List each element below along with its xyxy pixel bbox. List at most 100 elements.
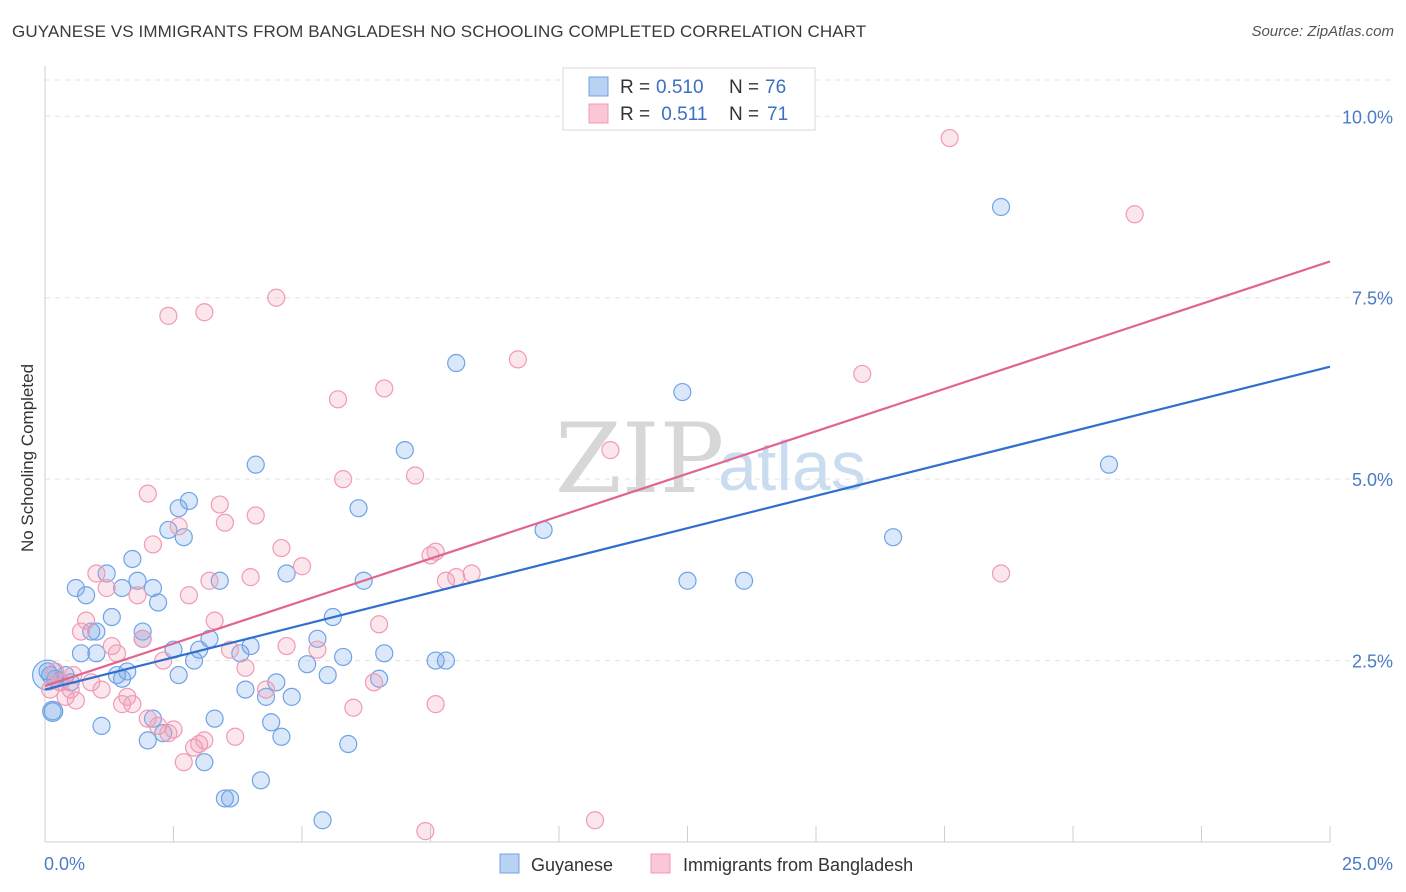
guyanese-point-73: [991, 197, 1011, 217]
y-axis-label: No Schooling Completed: [18, 364, 37, 552]
bangladesh-point-54: [405, 466, 425, 485]
guyanese-point-63: [375, 644, 394, 663]
guyanese-point-60: [349, 499, 368, 518]
bangladesh-point-11: [92, 680, 111, 699]
guyanese-point-70: [678, 571, 697, 590]
guyanese-point-48: [262, 713, 281, 732]
bangladesh-point-40: [241, 568, 260, 587]
guyanese-point-58: [334, 647, 353, 667]
legend-n-label-2: N =: [729, 104, 759, 125]
legend-r-label-2: R =: [620, 104, 650, 125]
bangladesh-point-50: [344, 698, 363, 717]
bottom-legend-swatch-bangladesh: [650, 853, 671, 874]
bangladesh-point-35: [210, 495, 229, 514]
guyanese-point-26: [148, 593, 168, 612]
guyanese-point-19: [123, 549, 142, 569]
y-tick-label-0: 2.5%: [1352, 652, 1393, 672]
x-tick-label-0: 0.0%: [44, 854, 85, 874]
bangladesh-point-69: [195, 303, 214, 322]
bangladesh-point-1: [46, 662, 65, 681]
guyanese-point-49: [267, 673, 286, 692]
guyanese-point-21: [133, 622, 152, 641]
guyanese-point-67: [447, 353, 466, 373]
guyanese-point-28: [159, 520, 178, 540]
bangladesh-point-37: [220, 640, 240, 659]
guyanese-point-51: [277, 564, 296, 583]
guyanese-point-52: [282, 687, 301, 706]
legend-r-value-1: 0.510: [656, 77, 704, 98]
guyanese-point-72: [883, 528, 903, 547]
bangladesh-point-34: [205, 611, 224, 630]
guyanese-cluster-point-2: [42, 700, 64, 722]
guyanese-point-20: [128, 571, 147, 590]
trend-lines: [44, 260, 1331, 691]
guyanese-point-30: [169, 665, 188, 685]
x-tick-labels: 0.0% 25.0%: [44, 854, 1393, 874]
bangladesh-point-32: [195, 731, 214, 750]
series-legend: Guyanese Immigrants from Bangladesh: [499, 853, 913, 875]
bangladesh-point-65: [940, 128, 959, 148]
y-tick-label-2: 7.5%: [1352, 289, 1393, 309]
guyanese-point-46: [251, 771, 270, 790]
chart-title: GUYANESE VS IMMIGRANTS FROM BANGLADESH N…: [12, 22, 867, 41]
guyanese-point-50: [272, 727, 291, 746]
bangladesh-point-57: [426, 695, 445, 714]
bangladesh-point-59: [447, 568, 466, 587]
bangladesh-point-7: [71, 622, 91, 641]
watermark: ZIP atlas: [555, 403, 866, 515]
guyanese-point-66: [436, 651, 456, 670]
guyanese-point-1: [43, 702, 62, 721]
bangladesh-point-21: [138, 484, 157, 503]
bangladesh-point-36: [215, 513, 234, 532]
bangladesh-point-53: [375, 379, 394, 398]
bangladesh-point-38: [226, 727, 245, 746]
bangladesh-point-46: [292, 557, 312, 576]
guyanese-point-41: [220, 789, 240, 808]
guyanese-point-7: [71, 644, 91, 663]
bangladesh-point-22: [143, 535, 163, 554]
guyanese-point-23: [138, 731, 157, 750]
guyanese-point-36: [195, 753, 214, 772]
guyanese-point-8: [77, 586, 96, 605]
guyanese-point-71: [734, 571, 754, 590]
bangladesh-point-55: [416, 822, 435, 841]
guyanese-point-64: [395, 441, 414, 460]
guyanese-point-65: [426, 651, 445, 670]
bangladesh-point-51: [364, 673, 384, 692]
bangladesh-point-61: [508, 350, 527, 369]
bangladesh-point-49: [334, 470, 353, 489]
guyanese-point-33: [179, 491, 199, 511]
legend-n-label-1: N =: [729, 77, 759, 98]
bangladesh-point-41: [246, 506, 265, 525]
guyanese-point-54: [308, 629, 327, 648]
bangladesh-point-44: [272, 538, 291, 558]
guyanese-point-59: [339, 734, 358, 754]
chart-source: Source: ZipAtlas.com: [1251, 23, 1394, 40]
bangladesh-point-52: [370, 615, 389, 634]
watermark-zip: ZIP: [555, 403, 724, 515]
guyanese-point-38: [205, 709, 224, 728]
legend-r-value-2: 0.511: [656, 104, 707, 125]
bangladesh-point-4: [61, 680, 80, 699]
guyanese-point-6: [66, 578, 85, 598]
bangladesh-point-64: [853, 364, 872, 384]
bangladesh-point-47: [308, 640, 327, 659]
legend-n-value-1: 76: [765, 77, 786, 98]
guyanese-point-32: [174, 528, 193, 547]
guyanese-point-74: [1099, 455, 1119, 474]
guyanese-point-9: [82, 622, 101, 641]
bangladesh-point-48: [328, 390, 348, 409]
bottom-legend-label-guyanese: Guyanese: [531, 855, 613, 875]
legend-n-value-2: 71: [767, 104, 788, 125]
guyanese-point-56: [318, 665, 337, 685]
bangladesh-point-67: [1125, 205, 1144, 224]
bangladesh-point-33: [200, 571, 219, 590]
y-tick-labels: 2.5% 5.0% 7.5% 10.0%: [1342, 107, 1393, 671]
bangladesh-point-17: [123, 695, 142, 714]
bangladesh-point-10: [87, 564, 106, 583]
guyanese-point-39: [210, 571, 229, 590]
bangladesh-point-42: [256, 680, 276, 699]
guyanese-point-43: [236, 680, 255, 699]
bangladesh-point-45: [277, 636, 296, 656]
guyanese-point-31: [169, 499, 188, 518]
